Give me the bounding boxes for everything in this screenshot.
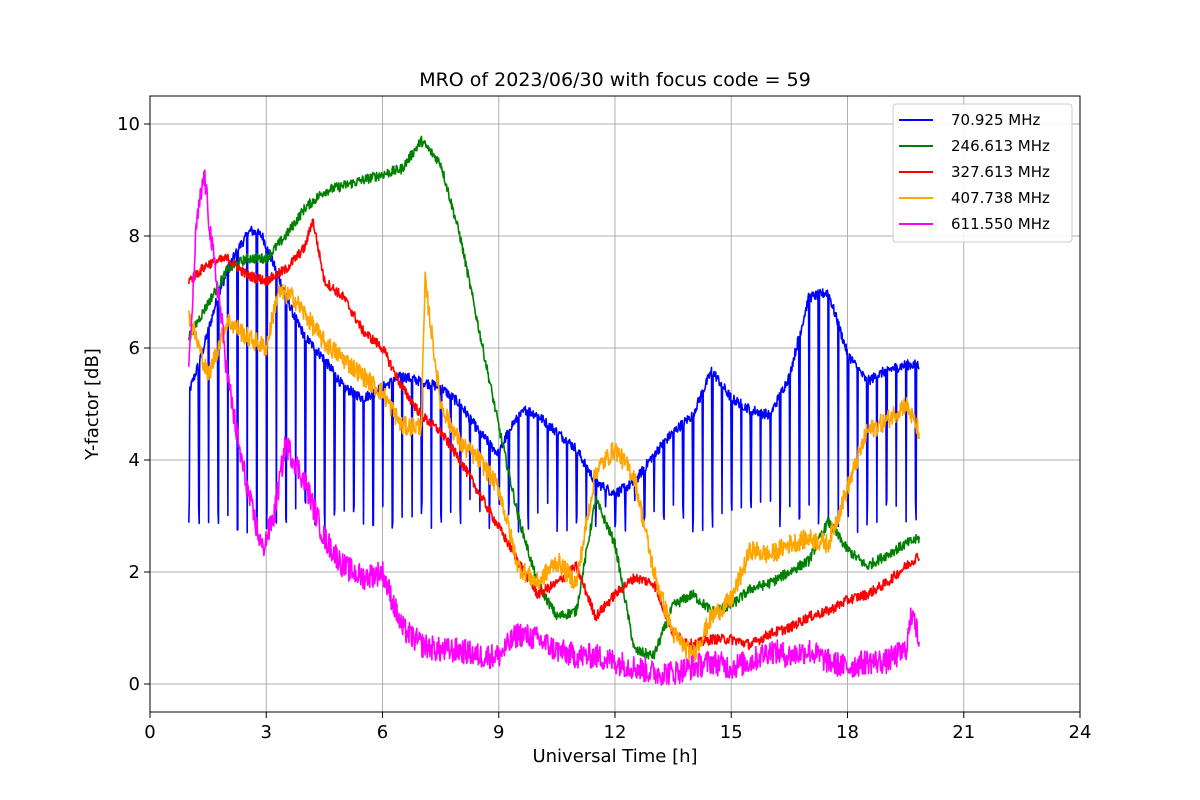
x-tick-label: 3 (261, 722, 272, 743)
x-axis-label: Universal Time [h] (532, 746, 697, 767)
x-tick-label: 9 (493, 722, 504, 743)
legend-label: 246.613 MHz (951, 137, 1050, 155)
series-line-4 (188, 271, 920, 663)
y-tick-label: 10 (117, 114, 140, 135)
y-tick-label: 0 (129, 674, 140, 695)
series-layer (188, 135, 920, 686)
legend-label: 611.550 MHz (951, 215, 1050, 233)
legend-box (892, 103, 1073, 243)
x-tick-label: 0 (144, 722, 155, 743)
y-axis-label: Y-factor [dB] (82, 348, 103, 461)
legend-label: 327.613 MHz (951, 163, 1050, 181)
series-line-5 (188, 169, 920, 686)
y-tick-label: 8 (129, 226, 140, 247)
chart-title: MRO of 2023/06/30 with focus code = 59 (419, 69, 811, 91)
x-tick-label: 15 (720, 722, 743, 743)
x-tick-label: 21 (952, 722, 975, 743)
legend-label: 407.738 MHz (951, 189, 1050, 207)
series-line-1 (188, 225, 920, 534)
x-tick-label: 6 (377, 722, 388, 743)
y-tick-label: 2 (129, 562, 140, 583)
series-line-3 (188, 218, 920, 651)
y-tick-label: 6 (129, 338, 140, 359)
x-tick-label: 24 (1069, 722, 1092, 743)
legend: 70.925 MHz 246.613 MHz 327.613 MHz 407.738 … (892, 103, 1073, 243)
y-tick-label: 4 (129, 450, 140, 471)
series-line-2 (188, 135, 920, 660)
x-tick-label: 18 (836, 722, 859, 743)
legend-label: 70.925 MHz (951, 111, 1040, 129)
x-tick-label: 12 (604, 722, 627, 743)
